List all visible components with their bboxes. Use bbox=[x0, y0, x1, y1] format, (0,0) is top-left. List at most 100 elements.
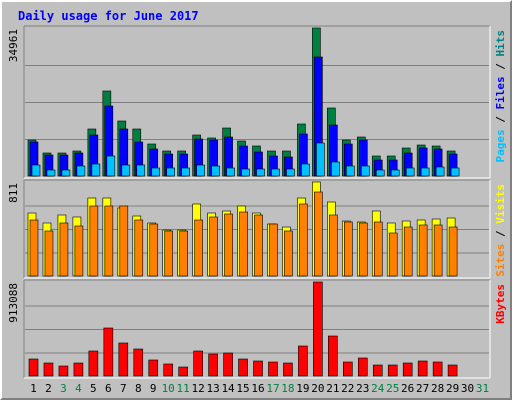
x-tick-label: 8 bbox=[135, 382, 142, 395]
max-value-label: 913088 bbox=[7, 283, 20, 323]
bar bbox=[163, 363, 174, 377]
bar bbox=[344, 221, 353, 277]
bar bbox=[271, 168, 280, 177]
x-tick-label: 26 bbox=[401, 382, 414, 395]
x-tick-label: 23 bbox=[356, 382, 369, 395]
series-pages bbox=[31, 142, 460, 177]
bar bbox=[118, 342, 129, 377]
bar bbox=[106, 155, 116, 177]
x-tick-label: 10 bbox=[162, 382, 175, 395]
bar bbox=[166, 167, 176, 177]
max-value-label: 811 bbox=[7, 183, 20, 203]
bar bbox=[193, 350, 203, 377]
series-files bbox=[29, 56, 458, 177]
series-legend: KBytes bbox=[494, 284, 507, 324]
bar bbox=[360, 165, 370, 177]
bar bbox=[299, 203, 308, 277]
bar bbox=[149, 223, 159, 277]
x-tick-label: 7 bbox=[120, 382, 127, 395]
legend-label: / bbox=[494, 110, 507, 130]
bar bbox=[181, 167, 190, 177]
bar bbox=[194, 219, 203, 277]
panel-bottom: 913088 KBytes bbox=[7, 279, 507, 379]
bar bbox=[388, 232, 398, 277]
bar bbox=[314, 191, 323, 277]
x-tick-label: 30 bbox=[461, 382, 474, 395]
series-kbytes bbox=[28, 281, 458, 377]
bar bbox=[417, 360, 428, 377]
x-tick-label: 17 bbox=[266, 382, 279, 395]
x-tick-label: 5 bbox=[90, 382, 97, 395]
legend-label: / bbox=[494, 57, 507, 77]
x-tick-label: 31 bbox=[476, 382, 489, 395]
x-tick-label: 25 bbox=[386, 382, 399, 395]
x-tick-label: 1 bbox=[30, 382, 37, 395]
bar bbox=[284, 230, 293, 277]
bar bbox=[268, 361, 278, 377]
legend-label: / bbox=[494, 224, 507, 244]
bar bbox=[226, 167, 235, 177]
panel-top: 34961 Pages / Files / Hits bbox=[7, 25, 507, 179]
bar bbox=[119, 205, 129, 277]
bar bbox=[73, 362, 84, 377]
bar bbox=[223, 352, 233, 377]
bar bbox=[313, 281, 323, 377]
bar bbox=[211, 165, 220, 177]
x-tick-label: 16 bbox=[251, 382, 264, 395]
bar bbox=[134, 219, 144, 277]
series-legend: Sites / Visits bbox=[494, 184, 507, 277]
bar bbox=[358, 222, 368, 277]
legend-label: Pages bbox=[494, 129, 507, 162]
bar bbox=[164, 230, 174, 277]
x-tick-label: 21 bbox=[326, 382, 339, 395]
bar bbox=[136, 164, 146, 177]
bar bbox=[402, 362, 413, 377]
chart-title: Daily usage for June 2017 bbox=[18, 9, 199, 23]
bar bbox=[435, 166, 445, 177]
x-tick-label: 12 bbox=[192, 382, 205, 395]
legend-label: KBytes bbox=[494, 284, 507, 324]
bar bbox=[88, 350, 99, 377]
x-tick-label: 3 bbox=[60, 382, 67, 395]
bar bbox=[403, 226, 413, 277]
bar bbox=[328, 335, 338, 377]
bar bbox=[61, 169, 71, 177]
legend-label: Sites bbox=[494, 244, 507, 277]
x-axis: 1 2 3 4 5 6 7 8 9 10 11 12 13 14 15 16 17 18 19 20 21 22 23 24 2… bbox=[30, 382, 489, 395]
bar bbox=[447, 364, 458, 377]
x-tick-label: 15 bbox=[236, 382, 249, 395]
bar bbox=[316, 142, 325, 177]
bar bbox=[28, 358, 39, 377]
bar bbox=[46, 169, 56, 177]
bar bbox=[31, 164, 41, 177]
bar bbox=[43, 362, 54, 377]
legend-label: Hits bbox=[494, 30, 507, 57]
bar bbox=[269, 223, 278, 277]
bar bbox=[59, 222, 69, 277]
bar bbox=[239, 211, 248, 277]
bar bbox=[329, 214, 338, 277]
panel-middle: 811 Sites / Visits bbox=[7, 179, 507, 279]
bar bbox=[301, 163, 310, 177]
bar bbox=[103, 327, 114, 377]
x-tick-label: 6 bbox=[105, 382, 112, 395]
bar bbox=[58, 365, 69, 377]
bar bbox=[74, 225, 84, 277]
bar bbox=[420, 167, 430, 177]
bar bbox=[254, 214, 263, 277]
bar bbox=[91, 163, 101, 177]
x-tick-label: 9 bbox=[150, 382, 157, 395]
bar bbox=[76, 165, 86, 177]
bar bbox=[433, 224, 443, 277]
max-value-label: 34961 bbox=[7, 29, 20, 62]
bar bbox=[283, 362, 293, 377]
bar bbox=[44, 230, 54, 277]
bar bbox=[390, 169, 400, 177]
x-tick-label: 18 bbox=[281, 382, 294, 395]
bar bbox=[331, 161, 340, 177]
x-tick-label: 24 bbox=[371, 382, 385, 395]
bar bbox=[375, 169, 385, 177]
bar bbox=[450, 167, 460, 177]
bar bbox=[298, 345, 308, 377]
